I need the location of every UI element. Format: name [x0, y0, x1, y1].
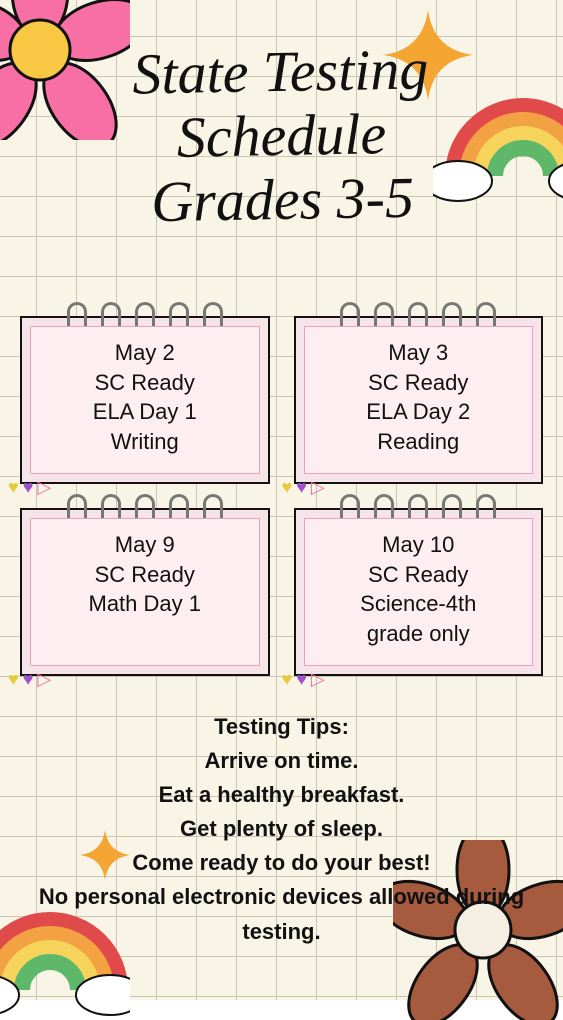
page-title: State Testing Schedule Grades 3-5 — [0, 35, 563, 236]
card-text: May 10 SC Ready Science-4th grade only — [306, 524, 532, 649]
card-text: May 2 SC Ready ELA Day 1 Writing — [32, 332, 258, 457]
card-text: May 3 SC Ready ELA Day 2 Reading — [306, 332, 532, 457]
infographic-canvas: State Testing Schedule Grades 3-5 May 2 … — [0, 0, 563, 1000]
spiral-binding-icon — [22, 494, 268, 518]
heart-doodle-icon: ♥ ♥ ▷ — [282, 670, 325, 688]
schedule-cards: May 2 SC Ready ELA Day 1 Writing ♥ ♥ ▷ M… — [20, 316, 543, 676]
testing-tips: Testing Tips: Arrive on time. Eat a heal… — [0, 710, 563, 949]
spiral-binding-icon — [22, 302, 268, 326]
heart-doodle-icon: ♥ ♥ ▷ — [8, 670, 51, 688]
schedule-card: May 10 SC Ready Science-4th grade only ♥… — [294, 508, 544, 676]
spiral-binding-icon — [296, 302, 542, 326]
schedule-card: May 3 SC Ready ELA Day 2 Reading ♥ ♥ ▷ — [294, 316, 544, 484]
spiral-binding-icon — [296, 494, 542, 518]
card-text: May 9 SC Ready Math Day 1 — [32, 524, 258, 619]
schedule-card: May 9 SC Ready Math Day 1 ♥ ♥ ▷ — [20, 508, 270, 676]
schedule-card: May 2 SC Ready ELA Day 1 Writing ♥ ♥ ▷ — [20, 316, 270, 484]
